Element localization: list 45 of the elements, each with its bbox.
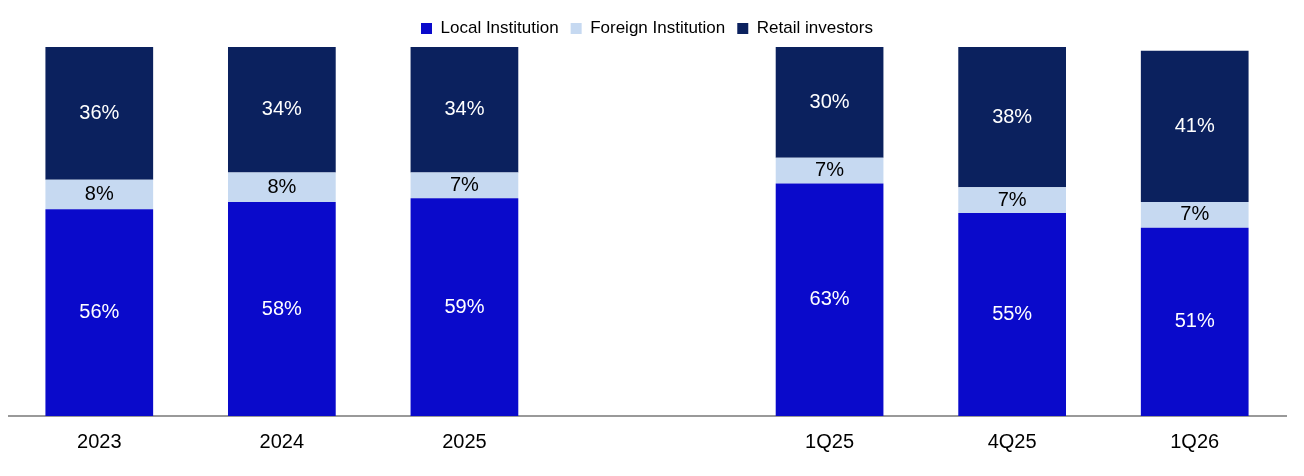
bar bbox=[1140, 227, 1249, 416]
data-label: 7% bbox=[815, 158, 845, 181]
data-label: 55% bbox=[992, 302, 1033, 325]
data-label: 56% bbox=[79, 300, 120, 323]
bar bbox=[958, 213, 1066, 416]
bar bbox=[958, 47, 1066, 188]
legend-label: Retail investors bbox=[756, 18, 873, 38]
bar bbox=[45, 47, 154, 180]
bar bbox=[45, 179, 154, 210]
data-label: 58% bbox=[261, 296, 303, 319]
data-label: 63% bbox=[809, 287, 850, 310]
data-label: 36% bbox=[79, 100, 120, 123]
data-label: 34% bbox=[261, 97, 303, 120]
bar bbox=[228, 201, 336, 416]
data-label: 30% bbox=[809, 89, 850, 112]
data-label: 7% bbox=[1180, 202, 1210, 225]
data-label: 7% bbox=[997, 187, 1027, 210]
data-label: 41% bbox=[1174, 113, 1215, 136]
x-tick-label: 1Q25 bbox=[805, 429, 855, 452]
bar bbox=[410, 47, 519, 173]
bar bbox=[775, 47, 884, 158]
bar bbox=[958, 187, 1066, 214]
data-label: 34% bbox=[444, 97, 485, 120]
legend-label: Local Institution bbox=[440, 18, 559, 38]
data-label: 38% bbox=[992, 104, 1033, 127]
data-label: 8% bbox=[84, 182, 114, 205]
bar bbox=[45, 209, 154, 416]
bar bbox=[228, 47, 336, 173]
data-label: 8% bbox=[267, 174, 297, 197]
data-label: 51% bbox=[1174, 309, 1215, 332]
bar bbox=[228, 172, 336, 202]
bar bbox=[1140, 201, 1249, 228]
bar bbox=[775, 157, 884, 184]
x-tick-label: 2025 bbox=[442, 429, 487, 452]
data-label: 7% bbox=[449, 172, 480, 195]
bar bbox=[1140, 50, 1249, 202]
bar bbox=[775, 183, 884, 416]
legend-label: Foreign Institution bbox=[590, 18, 726, 38]
x-tick-label: 2024 bbox=[259, 429, 305, 452]
data-label: 59% bbox=[444, 294, 485, 317]
bar bbox=[410, 198, 519, 416]
x-tick-label: 1Q26 bbox=[1170, 429, 1220, 452]
x-tick-label: 4Q25 bbox=[987, 429, 1037, 452]
x-tick-label: 2023 bbox=[77, 429, 122, 452]
bar bbox=[410, 172, 519, 199]
